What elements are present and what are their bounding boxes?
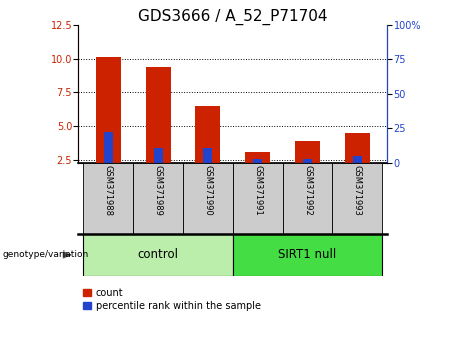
Bar <box>332 163 382 234</box>
Text: GSM371990: GSM371990 <box>203 165 213 216</box>
Bar <box>353 156 362 163</box>
Text: genotype/variation: genotype/variation <box>2 250 89 259</box>
Bar <box>154 148 163 163</box>
Bar <box>345 133 370 163</box>
Bar <box>295 141 320 163</box>
Bar <box>303 159 312 163</box>
Title: GDS3666 / A_52_P71704: GDS3666 / A_52_P71704 <box>138 8 328 25</box>
Bar <box>195 106 220 163</box>
Bar <box>83 234 233 276</box>
Bar <box>245 152 270 163</box>
Bar <box>146 67 171 163</box>
Text: SIRT1 null: SIRT1 null <box>278 249 337 261</box>
Text: control: control <box>137 249 178 261</box>
Bar <box>83 163 133 234</box>
Bar <box>104 132 113 163</box>
Legend: count, percentile rank within the sample: count, percentile rank within the sample <box>83 288 261 311</box>
Bar <box>133 163 183 234</box>
Bar <box>233 234 382 276</box>
Text: GSM371993: GSM371993 <box>353 165 362 216</box>
Bar <box>233 163 283 234</box>
Text: GSM371991: GSM371991 <box>253 165 262 216</box>
Bar <box>183 163 233 234</box>
Bar <box>283 163 332 234</box>
Text: GSM371989: GSM371989 <box>154 165 163 216</box>
Bar <box>96 57 121 163</box>
Bar <box>253 159 262 163</box>
Text: GSM371992: GSM371992 <box>303 165 312 216</box>
Text: GSM371988: GSM371988 <box>104 165 113 216</box>
Bar <box>203 148 213 163</box>
